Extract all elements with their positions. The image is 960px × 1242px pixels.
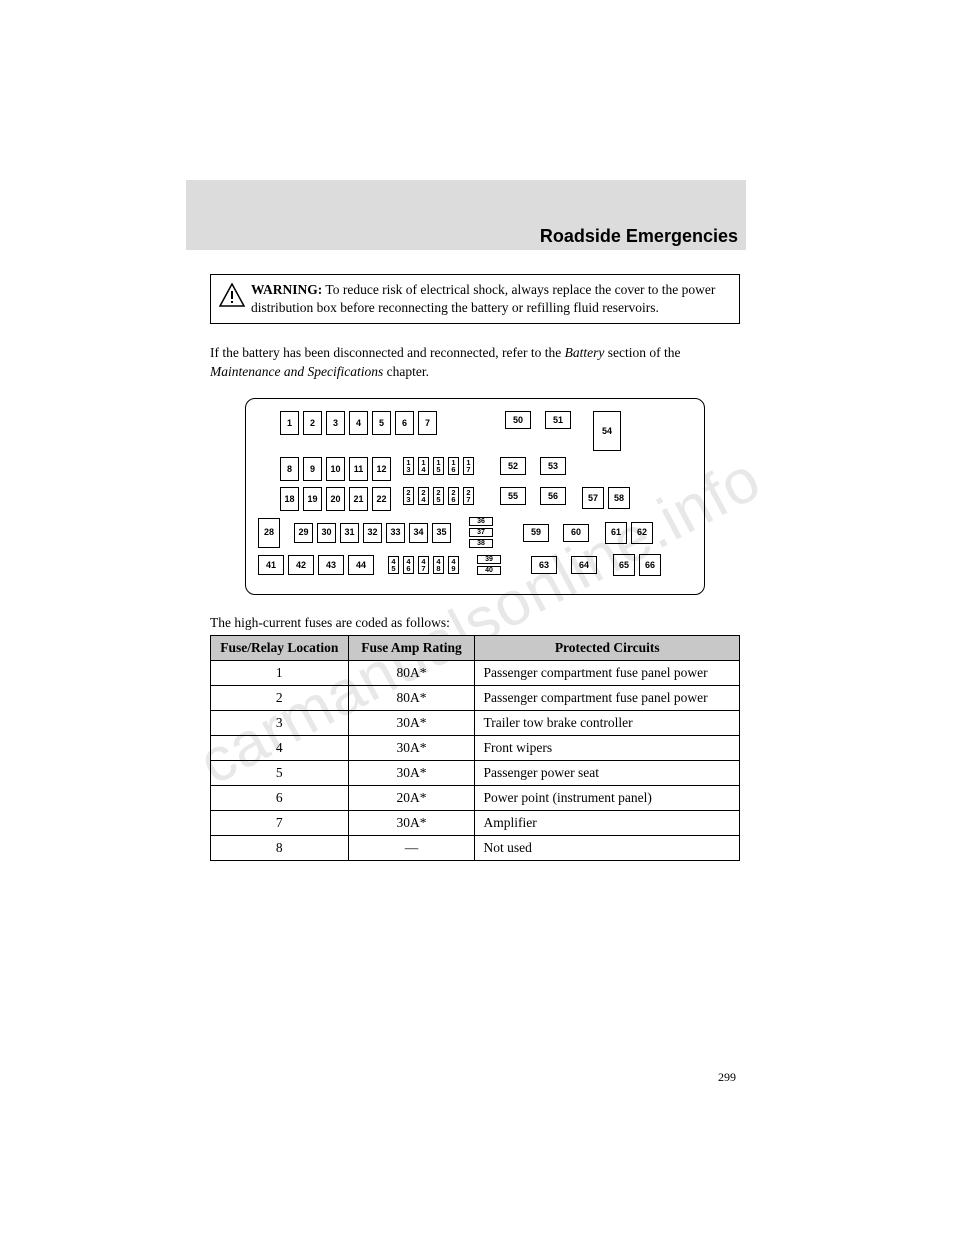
fuse-14: 14 — [418, 457, 429, 475]
fuse-37: 37 — [469, 528, 493, 537]
table-row: 620A*Power point (instrument panel) — [211, 786, 740, 811]
fuse-15: 15 — [433, 457, 444, 475]
fuse-47: 47 — [418, 556, 429, 574]
warning-box: WARNING: To reduce risk of electrical sh… — [210, 274, 740, 324]
fuse-1: 1 — [280, 411, 299, 435]
fuse-59: 59 — [523, 524, 549, 542]
fuse-17: 17 — [463, 457, 474, 475]
fuse-43: 43 — [318, 555, 344, 575]
table-row: 280A*Passenger compartment fuse panel po… — [211, 686, 740, 711]
fuse-27: 27 — [463, 487, 474, 505]
fuse-26: 26 — [448, 487, 459, 505]
table-caption: The high-current fuses are coded as foll… — [210, 615, 740, 631]
fuse-64: 64 — [571, 556, 597, 574]
fuse-42: 42 — [288, 555, 314, 575]
table-row: 730A*Amplifier — [211, 811, 740, 836]
fuse-5: 5 — [372, 411, 391, 435]
page-content: WARNING: To reduce risk of electrical sh… — [210, 210, 740, 861]
body-paragraph: If the battery has been disconnected and… — [210, 344, 740, 382]
fuse-31: 31 — [340, 523, 359, 543]
fuse-11: 11 — [349, 457, 368, 481]
fuse-21: 21 — [349, 487, 368, 511]
fuse-16: 16 — [448, 457, 459, 475]
fuse-19: 19 — [303, 487, 322, 511]
fuse-diagram-wrap: 1 2 3 4 5 6 7 50 51 54 8 9 10 11 12 — [210, 398, 740, 595]
table-row: 180A*Passenger compartment fuse panel po… — [211, 661, 740, 686]
table-row: 530A*Passenger power seat — [211, 761, 740, 786]
fuse-53: 53 — [540, 457, 566, 475]
fuse-51: 51 — [545, 411, 571, 429]
fuse-29: 29 — [294, 523, 313, 543]
fuse-45: 45 — [388, 556, 399, 574]
fuse-46: 46 — [403, 556, 414, 574]
fuse-61: 61 — [605, 522, 627, 544]
fuse-23: 23 — [403, 487, 414, 505]
fuse-13: 13 — [403, 457, 414, 475]
fuse-20: 20 — [326, 487, 345, 511]
fuse-48: 48 — [433, 556, 444, 574]
fuse-34: 34 — [409, 523, 428, 543]
body-text-1a: If the battery has been disconnected and… — [210, 345, 565, 360]
fuse-35: 35 — [432, 523, 451, 543]
table-row: 330A*Trailer tow brake controller — [211, 711, 740, 736]
fuse-38: 38 — [469, 539, 493, 548]
fuse-52: 52 — [500, 457, 526, 475]
fuse-65: 65 — [613, 554, 635, 576]
fuse-30: 30 — [317, 523, 336, 543]
fuse-2: 2 — [303, 411, 322, 435]
fuse-28: 28 — [258, 518, 280, 548]
warning-icon — [219, 283, 245, 312]
fuse-18: 18 — [280, 487, 299, 511]
fuse-63: 63 — [531, 556, 557, 574]
fuse-24: 24 — [418, 487, 429, 505]
th-rating: Fuse Amp Rating — [348, 636, 475, 661]
fuse-36: 36 — [469, 517, 493, 526]
fuse-57: 57 — [582, 487, 604, 509]
fuse-22: 22 — [372, 487, 391, 511]
fuse-12: 12 — [372, 457, 391, 481]
fuse-55: 55 — [500, 487, 526, 505]
fuse-58: 58 — [608, 487, 630, 509]
fuse-39: 39 — [477, 555, 501, 564]
page-number: 299 — [718, 1070, 736, 1085]
fuse-25: 25 — [433, 487, 444, 505]
table-row: 8—Not used — [211, 836, 740, 861]
fuse-54: 54 — [593, 411, 621, 451]
fuse-table-body: 180A*Passenger compartment fuse panel po… — [211, 661, 740, 861]
warning-label: WARNING: — [251, 282, 322, 297]
body-text-1b: Battery — [565, 345, 605, 360]
fuse-40: 40 — [477, 566, 501, 575]
fuse-8: 8 — [280, 457, 299, 481]
fuse-50: 50 — [505, 411, 531, 429]
fuse-49: 49 — [448, 556, 459, 574]
fuse-6: 6 — [395, 411, 414, 435]
table-row: 430A*Front wipers — [211, 736, 740, 761]
body-text-1c: section of the — [604, 345, 680, 360]
fuse-62: 62 — [631, 522, 653, 544]
body-text-1d: Maintenance and Specifications — [210, 364, 383, 379]
fuse-table: Fuse/Relay Location Fuse Amp Rating Prot… — [210, 635, 740, 861]
fuse-32: 32 — [363, 523, 382, 543]
section-title: Roadside Emergencies — [540, 226, 738, 247]
th-circuits: Protected Circuits — [475, 636, 740, 661]
fuse-3: 3 — [326, 411, 345, 435]
fuse-56: 56 — [540, 487, 566, 505]
fuse-44: 44 — [348, 555, 374, 575]
fuse-60: 60 — [563, 524, 589, 542]
fuse-10: 10 — [326, 457, 345, 481]
fuse-4: 4 — [349, 411, 368, 435]
fuse-7: 7 — [418, 411, 437, 435]
fuse-33: 33 — [386, 523, 405, 543]
th-location: Fuse/Relay Location — [211, 636, 349, 661]
fuse-9: 9 — [303, 457, 322, 481]
fuse-41: 41 — [258, 555, 284, 575]
fuse-diagram: 1 2 3 4 5 6 7 50 51 54 8 9 10 11 12 — [245, 398, 705, 595]
body-text-1e: chapter. — [383, 364, 429, 379]
fuse-66: 66 — [639, 554, 661, 576]
